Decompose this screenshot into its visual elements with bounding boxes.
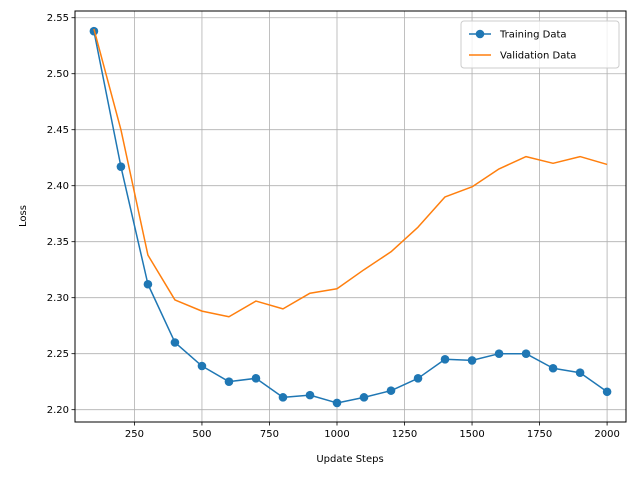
training-data-point [602, 387, 612, 397]
series-layer [89, 26, 612, 408]
training-data-point [548, 363, 558, 373]
y-tick-label: 2.20 [47, 405, 69, 416]
training-data-point [251, 374, 261, 383]
y-tick-label: 2.55 [47, 13, 69, 24]
y-axis-title: Loss [18, 205, 29, 227]
legend-marker-training-data [475, 29, 485, 39]
legend-label-validation-data: Validation Data [500, 51, 576, 62]
x-tick-label: 1000 [324, 429, 349, 440]
x-tick-label: 2000 [594, 429, 619, 440]
training-data-point [386, 386, 396, 395]
y-tick-label: 2.30 [47, 293, 69, 304]
training-data-point [440, 354, 450, 364]
training-data-point [521, 349, 531, 358]
training-data-point [467, 356, 477, 365]
training-data-point [143, 279, 153, 289]
validation-data-line [93, 28, 608, 318]
training-data-point [170, 338, 180, 347]
x-axis-title: Update Steps [316, 454, 383, 465]
plot-frame [74, 10, 627, 423]
training-data-point [305, 390, 315, 400]
grid [75, 11, 626, 422]
training-data-point [224, 377, 234, 386]
y-axis-ticks: 2.20 2.25 2.30 2.35 2.40 2.45 2.50 2.55 [47, 13, 75, 416]
legend-box [460, 20, 620, 69]
training-data-point [494, 349, 504, 358]
training-data-point [116, 162, 126, 171]
training-data-point [197, 361, 207, 371]
training-data-point [359, 393, 369, 402]
training-data-point [278, 393, 288, 402]
training-data-point [332, 398, 342, 408]
legend: Training Data Validation Data [460, 20, 620, 69]
y-tick-label: 2.45 [47, 125, 69, 136]
y-tick-label: 2.35 [47, 237, 69, 248]
x-tick-label: 500 [192, 429, 211, 440]
x-tick-label: 1750 [527, 429, 552, 440]
x-tick-label: 750 [260, 429, 279, 440]
x-tick-label: 1500 [459, 429, 484, 440]
x-axis-ticks: 250 500 750 1000 1250 1500 1750 2000 [125, 422, 620, 440]
training-data-point [575, 368, 585, 378]
y-tick-label: 2.40 [47, 181, 69, 192]
training-data-line [93, 31, 608, 404]
legend-label-training-data: Training Data [499, 30, 567, 41]
plot-area [75, 11, 626, 422]
training-data-point [413, 374, 423, 383]
y-tick-label: 2.25 [47, 349, 69, 360]
x-tick-label: 250 [125, 429, 144, 440]
y-tick-label: 2.50 [47, 69, 69, 80]
x-tick-label: 1250 [392, 429, 417, 440]
